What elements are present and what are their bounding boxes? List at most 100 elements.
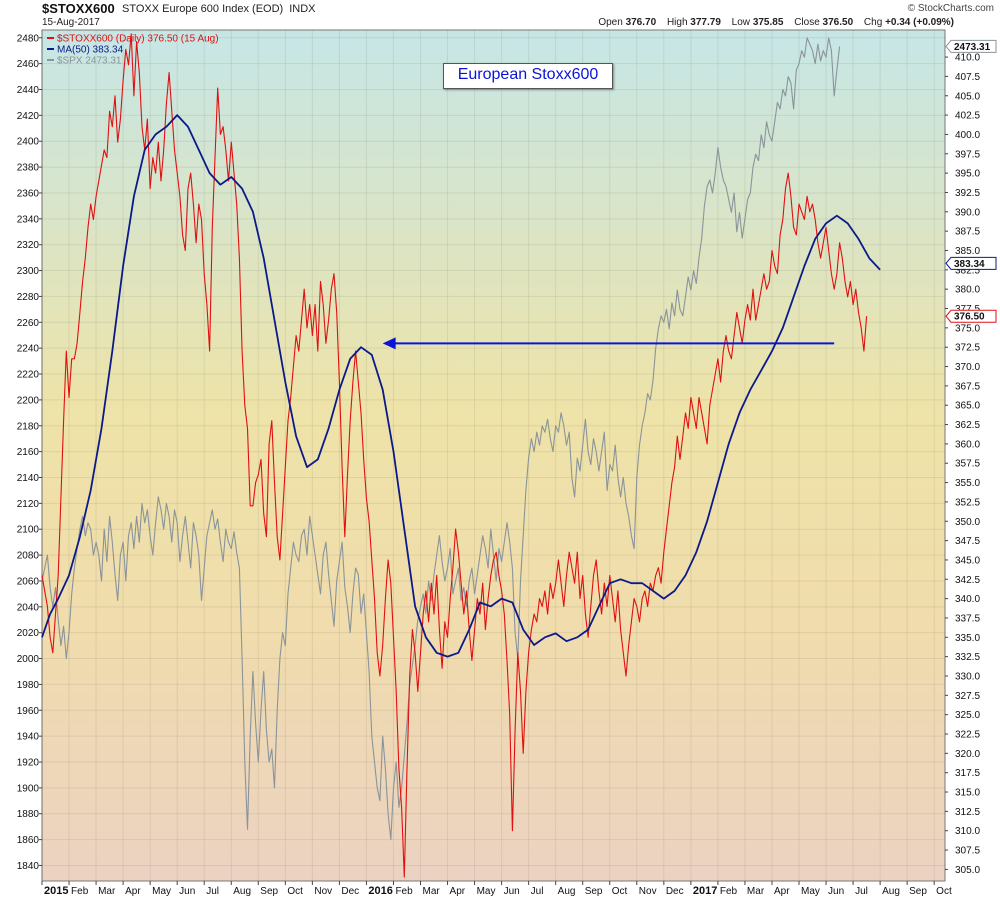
- x-tick-month-label: Mar: [98, 886, 116, 897]
- left-tick-label: 2320: [17, 240, 40, 251]
- series-line-ma50: [41, 114, 881, 658]
- left-tick-label: 2360: [17, 188, 40, 199]
- x-tick-year-label: 2017: [693, 885, 717, 897]
- left-tick-label: 1900: [17, 783, 40, 794]
- left-tick-label: 2000: [17, 654, 40, 665]
- x-tick-month-label: Mar: [747, 886, 765, 897]
- x-tick-month-label: Dec: [666, 886, 684, 897]
- x-tick-month-label: Feb: [395, 886, 413, 897]
- x-tick-month-label: Sep: [585, 886, 603, 897]
- x-tick-month-label: Jun: [179, 886, 195, 897]
- right-tick-label: 322.5: [955, 730, 980, 741]
- chg-label: Chg: [863, 17, 883, 28]
- left-tick-label: 2400: [17, 137, 40, 148]
- x-tick-month-label: Apr: [125, 886, 141, 897]
- right-tick-label: 315.0: [955, 788, 980, 799]
- x-tick-month-label: Oct: [936, 886, 952, 897]
- x-tick-month-label: Jul: [531, 886, 544, 897]
- index-name-text: STOXX Europe 600 Index (EOD): [122, 3, 284, 15]
- right-tick-label: 395.0: [955, 169, 980, 180]
- x-tick-year-label: 2015: [44, 885, 68, 897]
- left-tick-label: 1920: [17, 758, 40, 769]
- x-tick-month-label: May: [477, 886, 496, 897]
- grid-lines: [41, 30, 945, 881]
- right-tick-label: 355.0: [955, 478, 980, 489]
- right-tick-label: 342.5: [955, 575, 980, 586]
- left-tick-label: 2140: [17, 473, 40, 484]
- annotation-box: European Stoxx600: [443, 63, 613, 89]
- right-tick-label: 362.5: [955, 420, 980, 431]
- x-tick-month-label: Dec: [341, 886, 359, 897]
- right-tick-label: 407.5: [955, 72, 980, 83]
- left-tick-label: 2060: [17, 576, 40, 587]
- low-value: 375.85: [752, 17, 784, 28]
- right-tick-label: 352.5: [955, 497, 980, 508]
- brand-watermark: © StockCharts.com: [907, 3, 994, 14]
- right-tick-label: 347.5: [955, 536, 980, 547]
- right-tick-label: 327.5: [955, 691, 980, 702]
- right-tick-label: 377.5: [955, 304, 980, 315]
- legend-label: MA(50) 383.34: [57, 45, 124, 56]
- last-value-tag-label: 383.34: [954, 259, 985, 270]
- right-tick-label: 380.0: [955, 285, 980, 296]
- x-tick-month-label: Oct: [287, 886, 303, 897]
- x-tick-month-label: Aug: [233, 886, 251, 897]
- last-value-tag-label: 376.50: [954, 312, 985, 323]
- right-tick-label: 357.5: [955, 459, 980, 470]
- right-tick-label: 325.0: [955, 710, 980, 721]
- ticker-symbol: $STOXX600: [42, 1, 115, 16]
- left-tick-label: 1960: [17, 706, 40, 717]
- left-tick-label: 2040: [17, 602, 40, 613]
- series-line-spx: [41, 37, 841, 841]
- right-tick-label: 387.5: [955, 227, 980, 238]
- x-tick-month-label: Nov: [639, 886, 657, 897]
- left-tick-label: 2440: [17, 85, 40, 96]
- low-label: Low: [731, 17, 751, 28]
- x-tick-month-label: Jul: [855, 886, 868, 897]
- x-tick-month-label: Jun: [504, 886, 520, 897]
- x-tick-month-label: May: [801, 886, 820, 897]
- exchange-label: INDX: [289, 3, 316, 15]
- left-axis: 1840 1860 1880 1900 1920 1940 1960 1980 2000 2020…: [17, 33, 42, 872]
- left-tick-label: 2300: [17, 266, 40, 277]
- x-tick-month-label: Aug: [558, 886, 576, 897]
- series-line-stoxx600: [41, 33, 868, 878]
- left-tick-label: 1880: [17, 809, 40, 820]
- right-tick-label: 330.0: [955, 671, 980, 682]
- left-tick-label: 2180: [17, 421, 40, 432]
- annotation-arrow: [382, 337, 835, 350]
- open-label: Open: [598, 17, 623, 28]
- right-tick-label: 335.0: [955, 633, 980, 644]
- annotation-text: European Stoxx600: [457, 66, 599, 83]
- x-tick-month-label: Aug: [882, 886, 900, 897]
- last-value-tag-box: [945, 309, 997, 323]
- left-tick-label: 1860: [17, 835, 40, 846]
- last-value-tag-box: [945, 39, 997, 53]
- right-tick-label: 340.0: [955, 594, 980, 605]
- x-tick-month-label: Sep: [909, 886, 927, 897]
- right-tick-label: 305.0: [955, 865, 980, 876]
- high-value: 377.79: [690, 17, 721, 28]
- left-tick-label: 1980: [17, 680, 40, 691]
- right-tick-label: 365.0: [955, 401, 980, 412]
- right-tick-label: 360.0: [955, 439, 980, 450]
- left-tick-label: 1940: [17, 732, 40, 743]
- x-tick-month-label: Nov: [314, 886, 332, 897]
- x-tick-month-label: May: [152, 886, 171, 897]
- legend-label: $STOXX600 (Daily) 376.50 (15 Aug): [57, 34, 219, 45]
- close-value: 376.50: [822, 17, 854, 28]
- left-tick-label: 2340: [17, 214, 40, 225]
- x-axis: 2015 Feb Mar Apr May Jun Jul Aug Sep Oct Nov Dec 201…: [41, 881, 952, 897]
- right-tick-label: 385.0: [955, 246, 980, 257]
- last-value-tag-box: [945, 256, 997, 270]
- left-tick-label: 2080: [17, 551, 40, 562]
- right-tick-label: 332.5: [955, 652, 980, 663]
- chart-date: 15-Aug-2017: [42, 17, 100, 28]
- left-tick-label: 2120: [17, 499, 40, 510]
- legend-label: $SPX 2473.31: [57, 56, 122, 67]
- last-value-tags: 2473.31 383.34 376.50: [945, 39, 997, 323]
- right-tick-label: 337.5: [955, 613, 980, 624]
- left-tick-label: 2420: [17, 111, 40, 122]
- right-tick-label: 405.0: [955, 91, 980, 102]
